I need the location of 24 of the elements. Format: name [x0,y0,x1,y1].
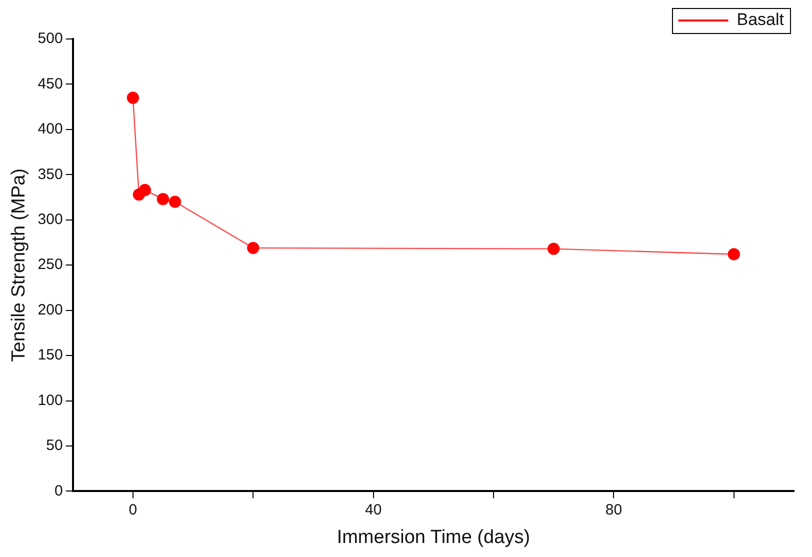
y-tick-label: 100 [38,392,63,409]
point [168,196,182,208]
y-tick-label: 300 [38,211,63,228]
y-tick-label: 0 [54,482,63,500]
y-tick-label: 50 [46,437,63,454]
y-tick-label: 250 [38,256,63,274]
point [156,192,170,206]
x-tick-label: 0 [128,501,138,518]
y-tick-label: 500 [38,30,63,48]
legend-label: Basalt [736,10,784,30]
y-axis-title: Tensile Strength (MPa) [8,168,30,362]
y-tick-label: 350 [38,166,63,183]
x-axis-title: Immersion Time (days) [336,526,530,548]
y-tick-label: 150 [38,346,63,364]
point [247,242,260,254]
y-tick-label: 200 [38,301,63,318]
point [126,92,140,104]
point [548,242,560,255]
y-tick-label: 400 [38,120,63,138]
x-tick-label: 40 [364,501,382,518]
x-tick-label: 80 [605,501,622,518]
point [138,184,152,196]
y-tick-label: 450 [38,75,63,92]
point [728,248,740,260]
